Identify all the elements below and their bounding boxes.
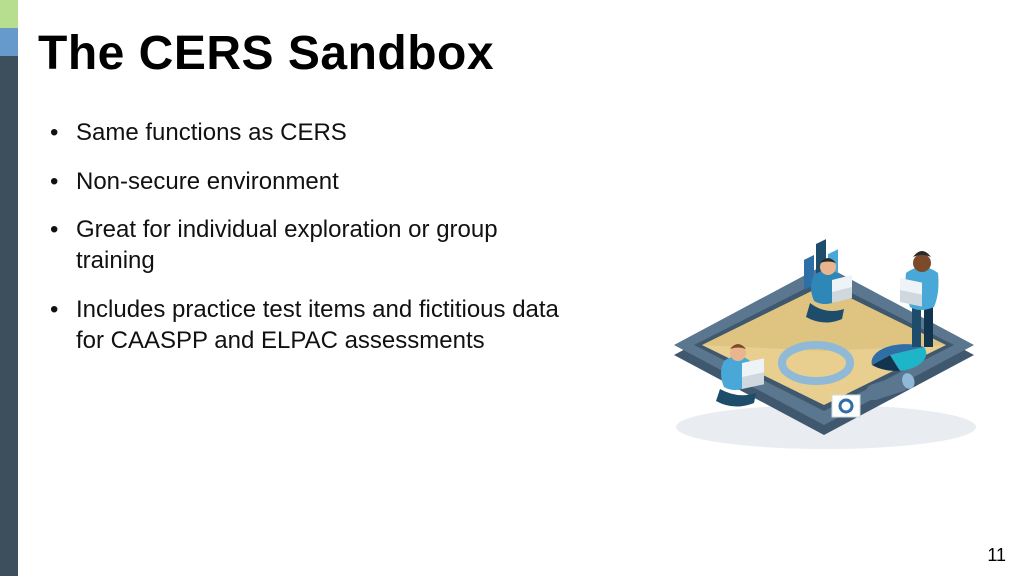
bullet-item: Non-secure environment (50, 167, 570, 198)
page-number: 11 (987, 545, 1006, 566)
bullet-item: Includes practice test items and fictiti… (50, 295, 570, 356)
slide-title: The CERS Sandbox (38, 26, 494, 81)
slide: The CERS Sandbox Same functions as CERS … (0, 0, 1024, 576)
accent-block-green (0, 0, 18, 28)
accent-block-blue (0, 28, 18, 56)
sandbox-illustration (654, 205, 994, 465)
bullet-item: Great for individual exploration or grou… (50, 215, 570, 276)
bullet-item: Same functions as CERS (50, 118, 570, 149)
sandbox-svg (654, 205, 994, 465)
bullet-list: Same functions as CERS Non-secure enviro… (50, 118, 570, 374)
accent-bar (0, 0, 18, 576)
